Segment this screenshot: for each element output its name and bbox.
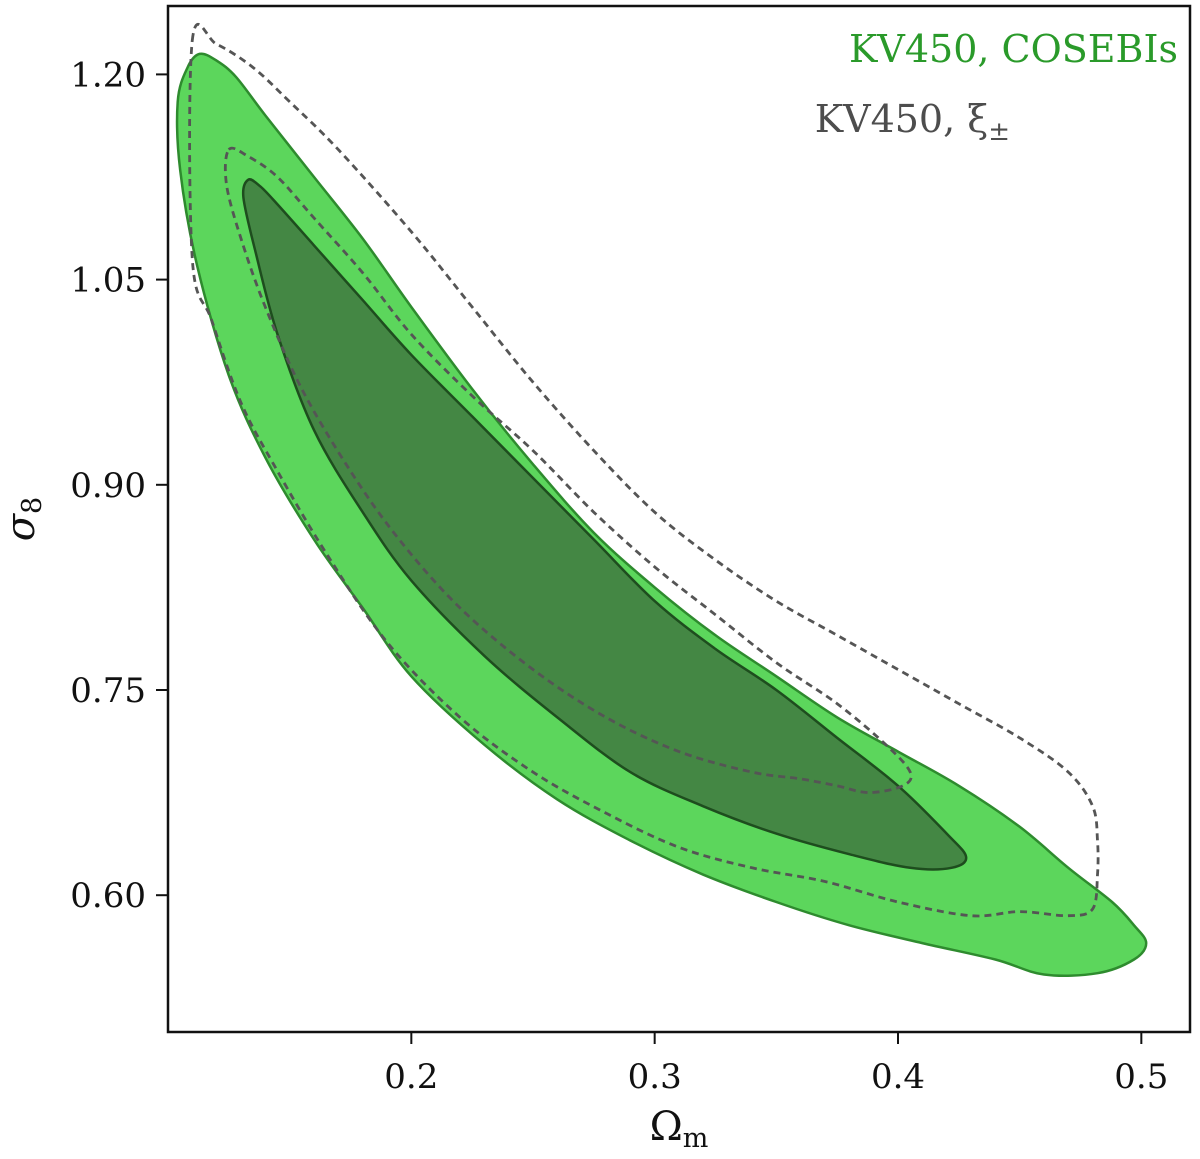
cosebis-68-contour (241, 178, 968, 871)
x-axis-label-subscript: m (683, 1123, 709, 1154)
xipm-68-contour (223, 146, 913, 795)
x-axis-label: Ωm (650, 1104, 709, 1154)
plot-frame (166, 4, 1192, 1034)
ticks-layer: 0.2 0.3 0.4 0.5 0.60 0.75 0.90 1.05 1.20 (70, 55, 1168, 1097)
y-axis-label: σ8 (0, 497, 48, 542)
x-tick-label: 0.3 (628, 1057, 682, 1097)
legend-entry-cosebis: KV450, COSEBIs (849, 27, 1178, 71)
legend-entry-xi-pm-subscript: ± (988, 117, 1010, 147)
y-tick-label: 0.60 (70, 876, 146, 916)
legend: KV450, COSEBIs KV450, ξ± (815, 27, 1178, 147)
x-tick-label: 0.4 (871, 1057, 925, 1097)
x-tick-label: 0.5 (1114, 1057, 1168, 1097)
legend-entry-xi-pm-base: KV450, ξ (815, 97, 988, 141)
legend-entry-xi-pm: KV450, ξ± (815, 97, 1010, 147)
cosebis-95-contour (175, 52, 1148, 978)
y-tick-label: 1.05 (70, 261, 146, 301)
contours-layer (175, 23, 1148, 978)
y-tick-label: 0.75 (70, 671, 146, 711)
y-axis-label-base: σ (0, 512, 44, 541)
xipm-95-contour (188, 23, 1100, 918)
y-axis-label-subscript: 8 (17, 497, 48, 514)
y-tick-label: 1.20 (70, 55, 146, 95)
y-tick-label: 0.90 (70, 466, 146, 506)
x-axis-label-base: Ω (650, 1104, 683, 1150)
x-tick-label: 0.2 (384, 1057, 438, 1097)
